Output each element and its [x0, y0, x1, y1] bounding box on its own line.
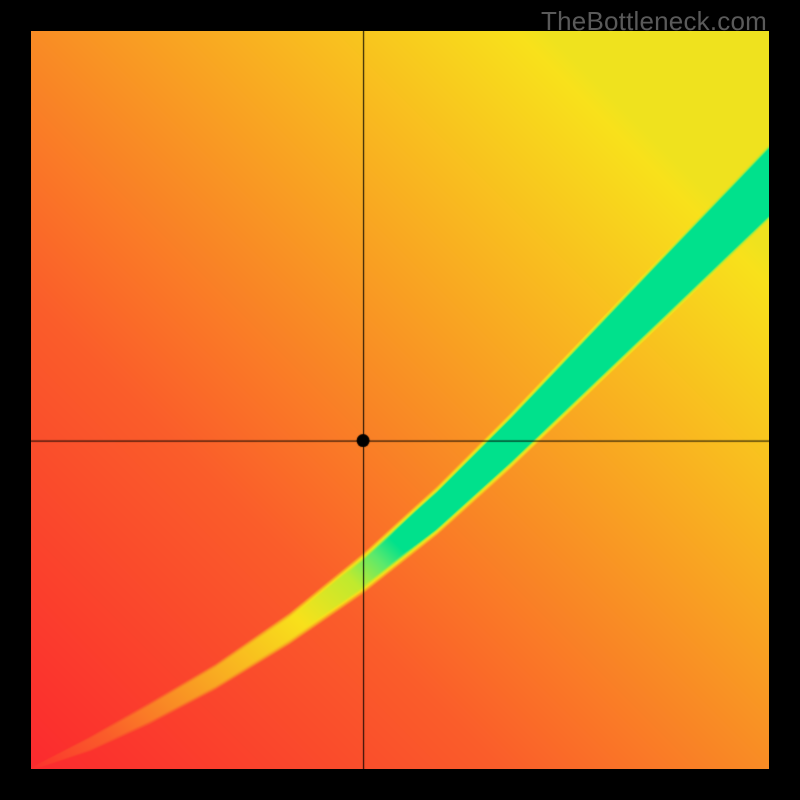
watermark-text: TheBottleneck.com — [541, 6, 767, 37]
bottleneck-heatmap — [31, 31, 769, 769]
